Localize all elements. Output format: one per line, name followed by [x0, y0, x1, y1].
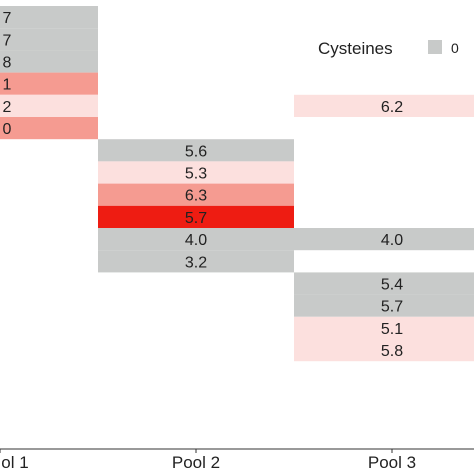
heatmap-cell — [98, 205, 294, 228]
x-tick-label: ol 1 — [1, 453, 28, 472]
cell-label: 7 — [3, 10, 12, 27]
legend-title: Cysteines — [318, 39, 393, 58]
x-tick-label: Pool 3 — [368, 453, 416, 472]
legend: Cysteines 0 — [318, 39, 459, 58]
legend-label: 0 — [451, 40, 459, 56]
heatmap-cell — [294, 228, 474, 251]
cell-label: 8 — [3, 55, 12, 72]
cell-label: 0 — [3, 121, 12, 138]
heatmap-cell — [98, 161, 294, 184]
heatmap-cell — [0, 72, 98, 95]
heatmap-cell — [98, 183, 294, 206]
cell-label: 6.3 — [185, 188, 207, 205]
cell-label: 5.3 — [185, 166, 207, 183]
cells-layer: 7 7 8 1 2 6.2 0 5.6 5.3 6.3 5.7 4.0 4.0 3.2 5.4 5.7 5.1 5… — [0, 6, 474, 362]
heatmap-cell — [294, 316, 474, 339]
cell-label: 5.6 — [185, 143, 207, 160]
cell-label: 4.0 — [185, 232, 207, 249]
heatmap-cell — [0, 94, 98, 117]
heatmap-cell — [294, 339, 474, 362]
heatmap-cell — [0, 6, 98, 29]
x-tick-label: Pool 2 — [172, 453, 220, 472]
x-axis: ol 1 Pool 2 Pool 3 — [0, 448, 474, 472]
heatmap-cell — [294, 94, 474, 117]
heatmap-cell — [98, 228, 294, 251]
heatmap-cell — [0, 50, 98, 73]
heatmap-cell — [294, 272, 474, 295]
cell-label: 3.2 — [185, 254, 207, 271]
heatmap-cell — [0, 117, 98, 140]
heatmap-cell — [98, 250, 294, 273]
cell-label: 5.7 — [185, 210, 207, 227]
legend-swatch — [428, 40, 442, 54]
cell-label: 5.7 — [381, 299, 403, 316]
heatmap-cell — [294, 294, 474, 317]
cell-label: 6.2 — [381, 99, 403, 116]
heatmap-cell — [98, 139, 294, 162]
cell-label: 1 — [3, 77, 12, 94]
cell-label: 2 — [3, 99, 12, 116]
cell-label: 5.4 — [381, 277, 403, 294]
cell-label: 7 — [3, 32, 12, 49]
cell-label: 5.1 — [381, 321, 403, 338]
heatmap-cell — [0, 28, 98, 51]
cell-label: 5.8 — [381, 343, 403, 360]
cell-label: 4.0 — [381, 232, 403, 249]
